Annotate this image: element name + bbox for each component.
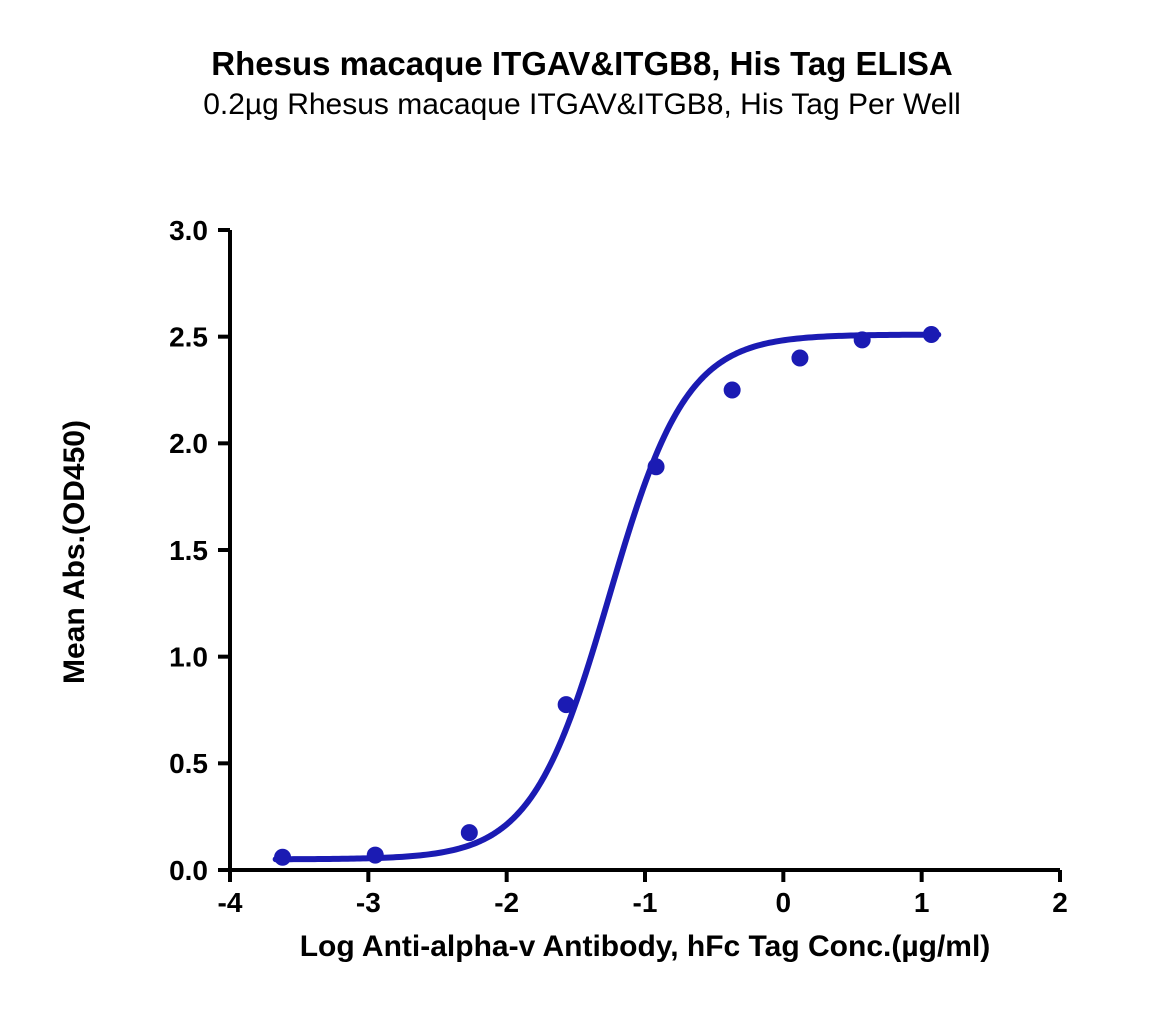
data-point: [275, 849, 291, 865]
y-axis-label: Mean Abs.(OD450): [58, 232, 92, 872]
data-point: [461, 825, 477, 841]
plot-svg: -4 -3 -2 -1 0 1 2 0.0 0.5 1.0 1.5 2.0 2.5 3.0: [120, 220, 1070, 940]
x-tick-label: -2: [494, 887, 519, 918]
x-tick-label: -3: [356, 887, 381, 918]
y-tick-label: 0.0: [169, 855, 208, 886]
chart-subtitle: 0.2µg Rhesus macaque ITGAV&ITGB8, His Ta…: [0, 88, 1164, 122]
y-tick-label: 1.5: [169, 535, 208, 566]
y-tick-label: 2.5: [169, 321, 208, 352]
chart-title: Rhesus macaque ITGAV&ITGB8, His Tag ELIS…: [0, 45, 1164, 83]
y-tick-label: 2.0: [169, 428, 208, 459]
chart-container: Rhesus macaque ITGAV&ITGB8, His Tag ELIS…: [0, 0, 1164, 1029]
data-point: [923, 327, 939, 343]
data-point: [792, 350, 808, 366]
data-point: [367, 847, 383, 863]
data-point: [558, 697, 574, 713]
x-tick-label: 2: [1052, 887, 1068, 918]
y-tick-label: 1.0: [169, 641, 208, 672]
x-tick-label: -4: [218, 887, 243, 918]
y-tick-label: 0.5: [169, 748, 208, 779]
data-point: [854, 332, 870, 348]
fit-curve: [276, 335, 939, 860]
x-tick-label: 0: [776, 887, 792, 918]
x-tick-label: -1: [633, 887, 658, 918]
data-point: [724, 382, 740, 398]
x-tick-label: 1: [914, 887, 930, 918]
data-point: [648, 459, 664, 475]
y-tick-label: 3.0: [169, 220, 208, 246]
